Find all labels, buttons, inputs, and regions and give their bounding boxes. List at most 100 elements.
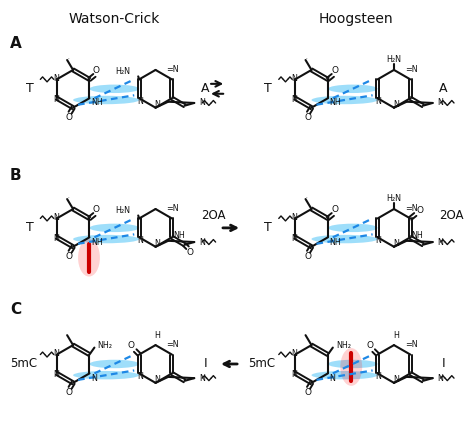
- Text: N: N: [291, 95, 297, 104]
- Text: =N: =N: [405, 65, 418, 74]
- Text: N: N: [393, 239, 399, 248]
- Text: O: O: [93, 66, 100, 75]
- Text: N: N: [137, 236, 143, 245]
- Text: N: N: [137, 372, 143, 381]
- Text: NH₂: NH₂: [97, 341, 112, 350]
- Text: O: O: [304, 388, 311, 397]
- Text: H₂N: H₂N: [115, 67, 130, 76]
- Text: N: N: [53, 349, 59, 358]
- Text: H: H: [155, 330, 161, 340]
- Text: N: N: [291, 213, 297, 222]
- Ellipse shape: [311, 371, 378, 379]
- Text: N: N: [53, 74, 59, 83]
- Text: H₂N: H₂N: [386, 54, 401, 64]
- Ellipse shape: [73, 235, 139, 243]
- Text: N: N: [393, 100, 399, 109]
- Ellipse shape: [328, 224, 378, 232]
- Text: NH: NH: [329, 99, 341, 107]
- Text: ·: ·: [67, 196, 69, 200]
- Text: N: N: [438, 99, 444, 107]
- Ellipse shape: [311, 96, 378, 104]
- Ellipse shape: [328, 360, 378, 368]
- Ellipse shape: [340, 348, 362, 386]
- Text: =N: =N: [166, 204, 179, 213]
- Text: O: O: [186, 248, 193, 257]
- Text: C: C: [10, 302, 21, 317]
- Text: N: N: [438, 373, 444, 383]
- Text: NH: NH: [91, 99, 103, 107]
- Text: N: N: [393, 376, 399, 384]
- Text: N: N: [376, 97, 382, 106]
- Text: N: N: [291, 349, 297, 358]
- Text: NH: NH: [91, 237, 103, 247]
- Text: A: A: [201, 83, 210, 95]
- Text: H₂N: H₂N: [115, 206, 130, 215]
- Text: I: I: [203, 357, 207, 370]
- Text: O: O: [331, 66, 338, 75]
- Text: 5mC: 5mC: [10, 357, 37, 370]
- Text: N: N: [155, 239, 161, 248]
- Text: O: O: [65, 388, 73, 397]
- Text: B: B: [9, 168, 21, 183]
- Text: I: I: [442, 357, 446, 370]
- Text: ·: ·: [67, 56, 69, 61]
- Ellipse shape: [328, 85, 378, 93]
- Text: O: O: [128, 341, 135, 350]
- Text: T: T: [26, 83, 33, 95]
- Text: NH: NH: [411, 231, 423, 240]
- Ellipse shape: [90, 85, 139, 93]
- Ellipse shape: [78, 239, 100, 277]
- Text: N: N: [91, 373, 97, 383]
- Text: N: N: [376, 372, 382, 381]
- Text: O: O: [304, 113, 311, 122]
- Ellipse shape: [73, 96, 139, 104]
- Text: N: N: [53, 213, 59, 222]
- Ellipse shape: [311, 235, 378, 243]
- Text: N: N: [53, 370, 59, 379]
- Text: ·: ·: [306, 196, 308, 200]
- Text: A: A: [439, 83, 448, 95]
- Ellipse shape: [90, 224, 139, 232]
- Text: O: O: [65, 252, 73, 261]
- Text: N: N: [53, 234, 59, 243]
- Text: N: N: [53, 95, 59, 104]
- Text: ·: ·: [306, 56, 308, 61]
- Text: N: N: [291, 234, 297, 243]
- Text: O: O: [93, 205, 100, 214]
- Text: =N: =N: [405, 340, 418, 349]
- Ellipse shape: [90, 360, 139, 368]
- Text: O: O: [417, 206, 424, 215]
- Text: =N: =N: [166, 340, 179, 349]
- Text: N: N: [376, 236, 382, 245]
- Text: N: N: [438, 237, 444, 247]
- Text: O: O: [304, 252, 311, 261]
- Text: H₂N: H₂N: [386, 194, 401, 203]
- Text: =N: =N: [405, 204, 418, 213]
- Text: N: N: [291, 370, 297, 379]
- Text: N: N: [199, 237, 205, 247]
- Text: N: N: [137, 97, 143, 106]
- Text: Hoogsteen: Hoogsteen: [319, 12, 393, 26]
- Text: N: N: [291, 74, 297, 83]
- Text: 5mC: 5mC: [248, 357, 275, 370]
- Text: N: N: [329, 373, 336, 383]
- Text: 2OA: 2OA: [201, 210, 226, 222]
- Text: O: O: [366, 341, 373, 350]
- Text: NH: NH: [329, 237, 341, 247]
- Text: N: N: [199, 373, 205, 383]
- Text: T: T: [26, 221, 33, 234]
- Text: O: O: [331, 205, 338, 214]
- Text: T: T: [264, 83, 272, 95]
- Text: N: N: [155, 100, 161, 109]
- Text: T: T: [264, 221, 272, 234]
- Text: N: N: [199, 99, 205, 107]
- Text: A: A: [9, 36, 21, 51]
- Text: Watson-Crick: Watson-Crick: [68, 12, 160, 26]
- Text: NH: NH: [173, 231, 185, 240]
- Text: NH₂: NH₂: [336, 341, 351, 350]
- Text: N: N: [155, 376, 161, 384]
- Text: O: O: [65, 113, 73, 122]
- Text: 2OA: 2OA: [439, 210, 464, 222]
- Text: H: H: [393, 330, 399, 340]
- Text: =N: =N: [166, 65, 179, 74]
